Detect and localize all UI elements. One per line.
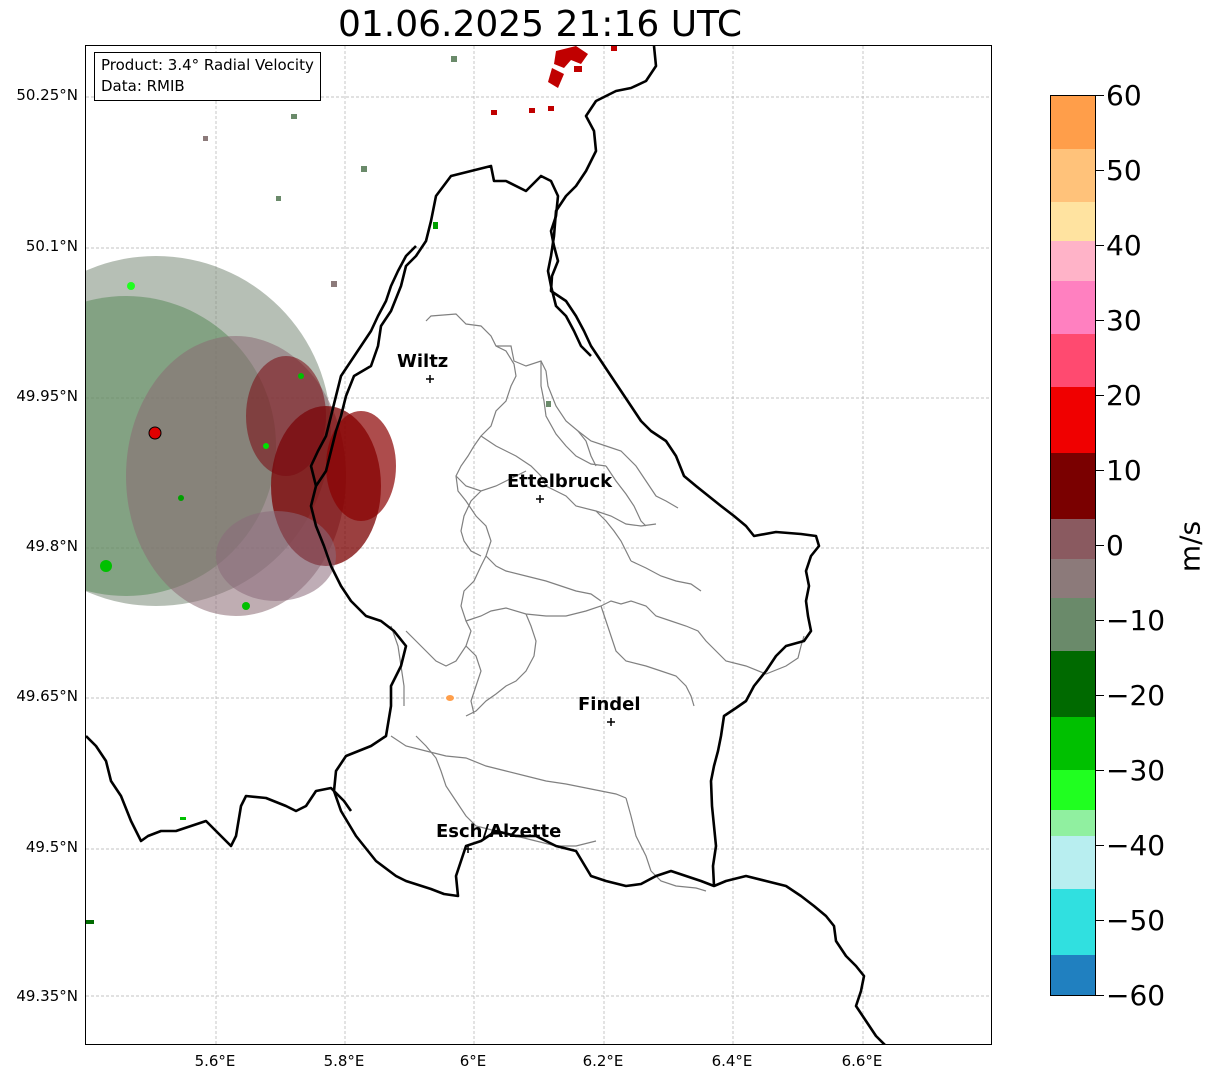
- colorbar-segment: [1051, 717, 1095, 771]
- colorbar-tick-minus-30: −30: [1106, 754, 1166, 787]
- colorbar-segment: [1051, 770, 1095, 811]
- lat-label-49-95: 49.95°N: [16, 387, 78, 405]
- colorbar-tick-minus-50: −50: [1106, 904, 1166, 937]
- city-label-wiltz: Wiltz: [397, 351, 449, 372]
- colorbar-tick-50: 50: [1106, 154, 1142, 187]
- lat-label-49-8: 49.8°N: [25, 537, 78, 555]
- colorbar-tick-30: 30: [1106, 304, 1142, 337]
- data-source-label: Data: RMIB: [101, 77, 185, 95]
- colorbar-segment: [1051, 241, 1095, 282]
- radar-map[interactable]: [86, 46, 992, 1045]
- colorbar-tick-minus-10: −10: [1106, 604, 1166, 637]
- city-label-findel: Findel: [578, 694, 641, 715]
- colorbar-tick-10: 10: [1106, 454, 1142, 487]
- lon-label-5-8: 5.8°E: [323, 1052, 365, 1070]
- lon-label-6: 6°E: [459, 1052, 487, 1070]
- colorbar-segment: [1051, 96, 1095, 149]
- product-info-box: Product: 3.4° Radial Velocity Data: RMIB: [94, 52, 321, 101]
- colorbar-segment: [1051, 836, 1095, 890]
- colorbar-tick-40: 40: [1106, 229, 1142, 262]
- colorbar-tick-60: 60: [1106, 79, 1142, 112]
- lat-label-49-65: 49.65°N: [16, 687, 78, 705]
- colorbar-segment: [1051, 148, 1095, 202]
- velocity-colorbar: [1050, 95, 1096, 996]
- radar-echo-field: [86, 46, 617, 924]
- lon-label-5-6: 5.6°E: [194, 1052, 236, 1070]
- colorbar-segment: [1051, 452, 1095, 520]
- city-label-esch-alzette: Esch/Alzette: [436, 821, 562, 842]
- colorbar-tick-minus-20: −20: [1106, 679, 1166, 712]
- colorbar-tick-minus-60: −60: [1106, 979, 1166, 1012]
- colorbar-segment: [1051, 598, 1095, 652]
- colorbar-segment: [1051, 889, 1095, 957]
- lat-label-49-35: 49.35°N: [16, 987, 78, 1005]
- colorbar-segment: [1051, 333, 1095, 387]
- colorbar-segment: [1051, 651, 1095, 719]
- radar-site-marker: [148, 426, 162, 440]
- lon-label-6-4: 6.4°E: [711, 1052, 753, 1070]
- map-panel[interactable]: [85, 45, 992, 1045]
- colorbar-unit-label: m/s: [1173, 520, 1207, 573]
- lat-label-50-1: 50.1°N: [25, 237, 78, 255]
- lon-label-6-6: 6.6°E: [841, 1052, 883, 1070]
- colorbar-segment: [1051, 955, 1095, 996]
- lon-label-6-2: 6.2°E: [582, 1052, 624, 1070]
- colorbar-tick-20: 20: [1106, 379, 1142, 412]
- colorbar-segment: [1051, 386, 1095, 454]
- colorbar-tick-0: 0: [1106, 529, 1124, 562]
- country-borders: [86, 46, 886, 1044]
- lat-label-50-25: 50.25°N: [16, 86, 78, 104]
- city-markers: [426, 375, 615, 853]
- colorbar-segment: [1051, 519, 1095, 560]
- map-title: 01.06.2025 21:16 UTC: [337, 4, 743, 45]
- city-label-ettelbruck: Ettelbruck: [507, 471, 613, 492]
- colorbar-segment: [1051, 201, 1095, 242]
- colorbar-tick-minus-40: −40: [1106, 829, 1166, 862]
- colorbar-segment: [1051, 558, 1095, 599]
- product-label: Product: 3.4° Radial Velocity: [101, 56, 314, 74]
- canton-borders: [390, 313, 805, 892]
- colorbar-segment: [1051, 809, 1095, 837]
- lat-label-49-5: 49.5°N: [25, 838, 78, 856]
- colorbar-segment: [1051, 281, 1095, 335]
